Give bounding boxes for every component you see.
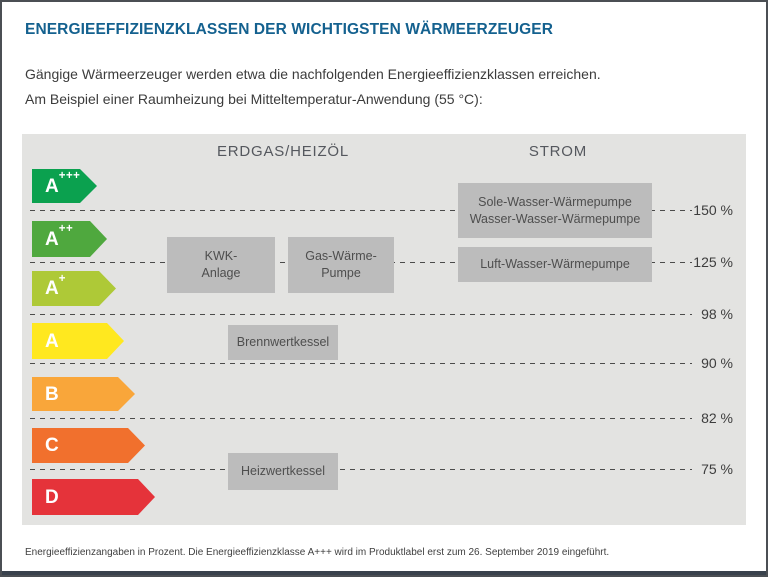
class-label: A+++ bbox=[45, 170, 81, 197]
class-arrow-a-plus1: A+ bbox=[32, 271, 116, 306]
threshold-dashed-line-150 bbox=[30, 210, 692, 211]
class-label: A+ bbox=[45, 272, 66, 299]
device-box-sole-wasser-waermepumpe: Sole-Wasser-Wärmepumpe Wasser-Wasser-Wär… bbox=[458, 183, 652, 238]
percent-label-82: 82 % bbox=[701, 410, 733, 426]
column-header-strom: STROM bbox=[528, 143, 588, 160]
class-label: A bbox=[45, 330, 59, 352]
percent-label-75: 75 % bbox=[701, 461, 733, 477]
chart-panel: ERDGAS/HEIZÖL STROM 150 % 125 % 98 % 90 … bbox=[22, 134, 746, 525]
percent-label-125: 125 % bbox=[693, 254, 733, 270]
class-label: C bbox=[45, 435, 59, 456]
percent-label-98: 98 % bbox=[701, 306, 733, 322]
class-arrow-a-plus2: A++ bbox=[32, 221, 107, 257]
intro-text: Gängige Wärmeerzeuger werden etwa die na… bbox=[25, 62, 601, 112]
class-arrow-a: A bbox=[32, 323, 124, 359]
footnote: Energieeffizienzangaben in Prozent. Die … bbox=[25, 547, 610, 558]
intro-line-2: Am Beispiel einer Raumheizung bei Mittel… bbox=[25, 91, 483, 107]
percent-label-150: 150 % bbox=[693, 202, 733, 218]
threshold-dashed-line-98 bbox=[30, 314, 692, 315]
threshold-dashed-line-75 bbox=[30, 469, 692, 470]
class-arrow-d: D bbox=[32, 479, 155, 515]
bottom-accent-bar bbox=[2, 571, 766, 575]
threshold-dashed-line-82 bbox=[30, 418, 692, 419]
page-title: ENERGIEEFFIZIENZKLASSEN DER WICHTIGSTEN … bbox=[25, 21, 554, 38]
device-box-gas-waermepumpe: Gas-Wärme- Pumpe bbox=[288, 237, 394, 293]
class-arrow-c: C bbox=[32, 428, 145, 463]
intro-line-1: Gängige Wärmeerzeuger werden etwa die na… bbox=[25, 66, 601, 82]
percent-label-90: 90 % bbox=[701, 355, 733, 371]
device-box-kwk-anlage: KWK- Anlage bbox=[167, 237, 275, 293]
class-label: B bbox=[45, 383, 59, 405]
class-label: D bbox=[45, 486, 59, 508]
device-box-luft-wasser-waermepumpe: Luft-Wasser-Wärmepumpe bbox=[458, 247, 652, 282]
threshold-dashed-line-90 bbox=[30, 363, 692, 364]
class-label: A++ bbox=[45, 223, 74, 250]
class-arrow-a-plus3: A+++ bbox=[32, 169, 97, 203]
device-box-brennwertkessel: Brennwertkessel bbox=[228, 325, 338, 360]
class-arrow-b: B bbox=[32, 377, 135, 411]
device-box-heizwertkessel: Heizwertkessel bbox=[228, 453, 338, 490]
column-header-erdgas-heizoel: ERDGAS/HEIZÖL bbox=[216, 143, 350, 160]
